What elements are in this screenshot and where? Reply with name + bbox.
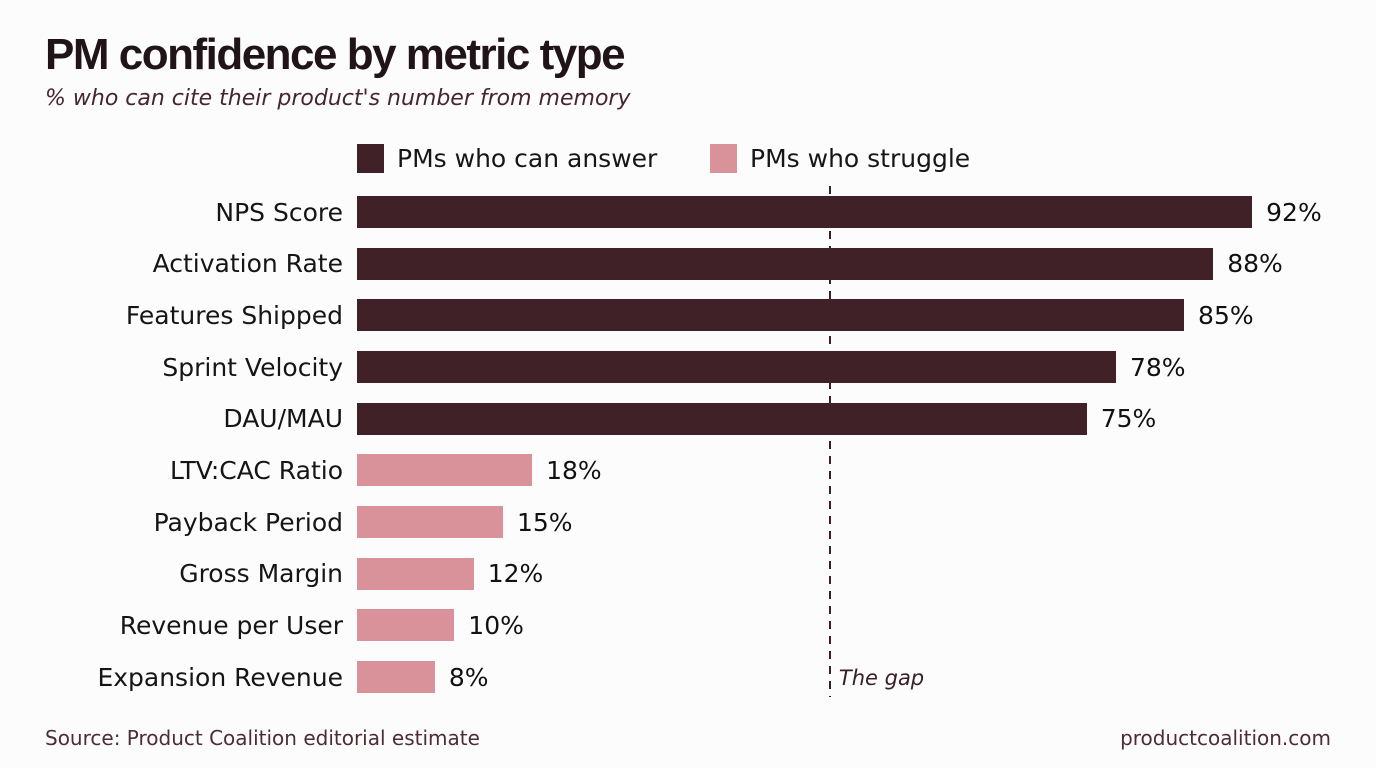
category-label: Gross Margin <box>179 559 343 589</box>
value-label: 18% <box>546 455 602 485</box>
value-label: 12% <box>487 559 544 589</box>
source-note: Source: Product Coalition editorial esti… <box>45 726 480 750</box>
bar-answer <box>357 196 1253 228</box>
bar-answer <box>357 299 1185 332</box>
value-label: 8% <box>448 662 489 692</box>
bar-row: Sprint Velocity 78% <box>0 351 1376 383</box>
value-label: 10% <box>468 610 524 640</box>
bar-row: NPS Score 92% <box>0 196 1376 228</box>
bar-row: Payback Period 15% <box>0 506 1376 539</box>
value-label: 92% <box>1266 197 1322 227</box>
legend-label-struggle: PMs who struggle <box>750 144 971 173</box>
bar-row: LTV:CAC Ratio 18% <box>0 454 1376 487</box>
value-label: 88% <box>1227 249 1283 279</box>
legend-swatch-struggle <box>710 144 737 173</box>
gap-annotation-label: The gap <box>838 666 925 690</box>
bar-row: Expansion Revenue 8% <box>0 661 1376 694</box>
chart-title: PM confidence by metric type <box>45 30 626 79</box>
gap-divider-line <box>828 186 831 697</box>
bar-answer <box>357 402 1087 435</box>
category-label: Features Shipped <box>125 300 343 330</box>
bar-struggle <box>357 609 455 642</box>
bar-row: Activation Rate 88% <box>0 247 1376 280</box>
value-label: 75% <box>1100 404 1157 434</box>
value-label: 78% <box>1129 352 1186 382</box>
legend-label-answer: PMs who can answer <box>397 144 658 173</box>
site-credit: productcoalition.com <box>1120 726 1331 750</box>
legend-swatch-answer <box>357 144 384 173</box>
bar-row: DAU/MAU 75% <box>0 402 1376 435</box>
category-label: Payback Period <box>153 507 343 537</box>
plot-area: The gap NPS Score 92% Activation Rate 88% Fe… <box>0 186 1376 697</box>
bar-struggle <box>357 506 503 539</box>
category-label: Expansion Revenue <box>97 662 343 692</box>
legend: PMs who can answer PMs who struggle <box>0 144 1376 174</box>
bar-answer <box>357 247 1214 280</box>
bar-struggle <box>357 557 474 590</box>
category-label: Sprint Velocity <box>162 352 343 382</box>
chart-subtitle: % who can cite their product's number fr… <box>45 86 631 111</box>
value-label: 85% <box>1198 300 1254 330</box>
category-label: LTV:CAC Ratio <box>170 455 343 485</box>
bar-struggle <box>357 661 435 694</box>
value-label: 15% <box>516 507 573 537</box>
legend-item-struggle: PMs who struggle <box>710 144 970 173</box>
category-label: NPS Score <box>215 197 343 227</box>
bar-row: Gross Margin 12% <box>0 557 1376 590</box>
bar-row: Revenue per User 10% <box>0 609 1376 642</box>
category-label: DAU/MAU <box>223 404 343 434</box>
category-label: Revenue per User <box>119 610 343 640</box>
bar-row: Features Shipped 85% <box>0 299 1376 332</box>
bar-answer <box>357 351 1116 383</box>
category-label: Activation Rate <box>152 249 343 279</box>
bar-struggle <box>357 454 533 487</box>
legend-item-answer: PMs who can answer <box>357 144 657 173</box>
